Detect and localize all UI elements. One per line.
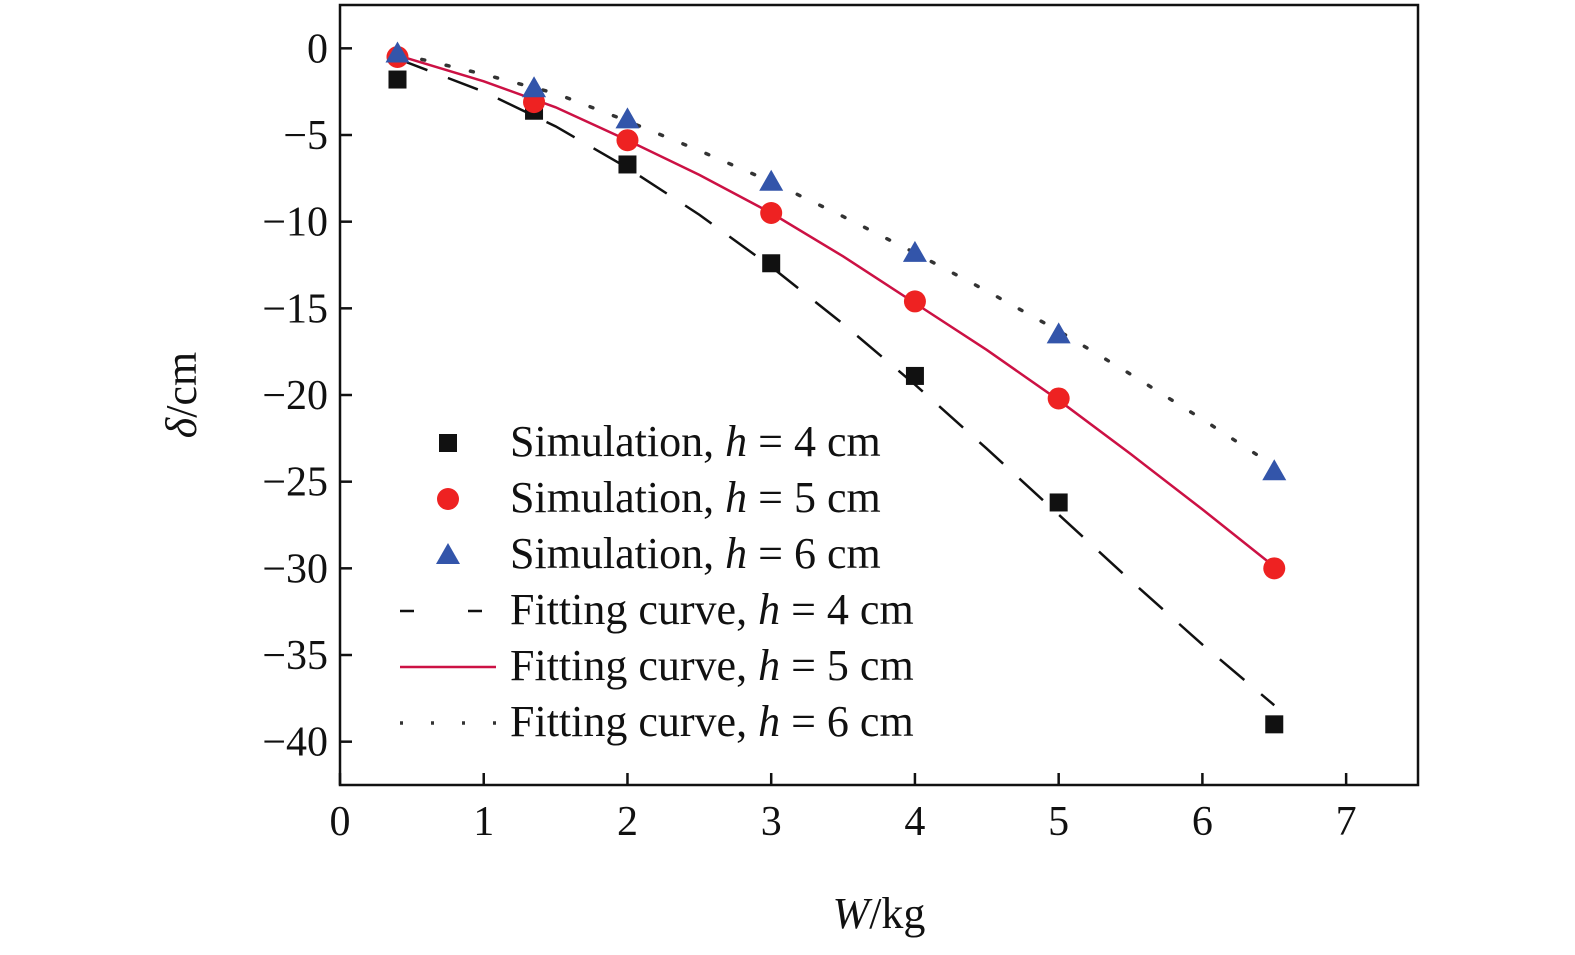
legend-entry: Fitting curve, h = 6 cm <box>400 697 914 746</box>
y-tick-label: −30 <box>262 546 328 592</box>
x-tick-label: 1 <box>473 799 494 845</box>
data-point-circle <box>616 129 639 152</box>
x-tick-label: 0 <box>330 799 351 845</box>
data-point-triangle <box>385 41 410 63</box>
y-axis: 0 −5 −10 −15 −20 −25 −30 −35 −40 <box>262 26 352 766</box>
legend: Simulation, h = 4 cm Simulation, h = 5 cm… <box>400 417 914 746</box>
data-point-circle <box>760 202 783 224</box>
x-tick-label: 2 <box>617 799 638 845</box>
legend-marker-triangle <box>436 543 460 564</box>
data-point-triangle <box>759 169 784 191</box>
y-axis-label-var: δ <box>157 416 206 438</box>
legend-label: Simulation, h = 4 cm <box>510 417 881 466</box>
data-point-square <box>762 254 781 273</box>
fitting-curves <box>395 51 1277 707</box>
x-axis: 0 1 2 3 4 5 6 7 <box>330 773 1357 845</box>
data-point-square <box>1265 715 1284 734</box>
x-tick-label: 6 <box>1192 799 1213 845</box>
fitting-curve-line <box>397 54 1276 568</box>
data-point-triangle <box>1262 459 1287 481</box>
y-axis-label: δ/cm <box>157 352 206 438</box>
data-point-triangle <box>522 76 547 98</box>
x-axis-label-var: W <box>833 889 873 938</box>
y-tick-label: −25 <box>262 460 328 506</box>
x-tick-label: 4 <box>904 799 925 845</box>
fitting-curve-line <box>395 51 1277 468</box>
legend-label: Simulation, h = 6 cm <box>510 529 881 578</box>
legend-entry: Simulation, h = 6 cm <box>436 529 881 578</box>
data-point-circle <box>903 290 926 313</box>
data-point-triangle <box>615 107 640 129</box>
data-point-square <box>618 155 637 174</box>
data-point-square <box>388 70 407 89</box>
legend-entry: Fitting curve, h = 5 cm <box>400 641 914 690</box>
legend-label: Simulation, h = 5 cm <box>510 473 881 522</box>
legend-marker-square <box>439 434 457 452</box>
legend-entry: Fitting curve, h = 4 cm <box>400 585 914 634</box>
legend-entry: Simulation, h = 4 cm <box>439 417 881 466</box>
y-tick-label: −10 <box>262 200 328 246</box>
legend-label: Fitting curve, h = 6 cm <box>510 697 914 746</box>
y-axis-label-unit: /cm <box>157 352 206 418</box>
data-point-triangle <box>1046 322 1071 344</box>
x-tick-label: 7 <box>1336 799 1357 845</box>
data-point-square <box>905 366 924 385</box>
y-tick-label: −35 <box>262 633 328 679</box>
y-tick-label: −40 <box>262 720 328 766</box>
fitting-curve-line <box>397 57 1276 707</box>
legend-entry: Simulation, h = 5 cm <box>437 473 881 522</box>
x-tick-label: 5 <box>1048 799 1069 845</box>
data-point-circle <box>1263 557 1286 580</box>
data-point-triangle <box>902 240 927 262</box>
y-tick-label: −15 <box>262 286 328 332</box>
simulation-markers <box>385 41 1287 734</box>
y-tick-label: 0 <box>307 26 328 72</box>
data-point-circle <box>1047 387 1070 410</box>
legend-label: Fitting curve, h = 4 cm <box>510 585 914 634</box>
data-point-square <box>1049 493 1068 512</box>
legend-marker-circle <box>437 488 459 510</box>
legend-label: Fitting curve, h = 5 cm <box>510 641 914 690</box>
x-axis-label-unit: /kg <box>869 889 925 938</box>
plot-area: 0 1 2 3 4 5 6 7 0 −5 −10 −15 −20 −25 −30 −35 −40 <box>262 3 1420 845</box>
x-axis-label: W/kg <box>833 889 926 938</box>
y-tick-label: −20 <box>262 373 328 419</box>
y-tick-label: −5 <box>283 113 328 159</box>
x-tick-label: 3 <box>761 799 782 845</box>
